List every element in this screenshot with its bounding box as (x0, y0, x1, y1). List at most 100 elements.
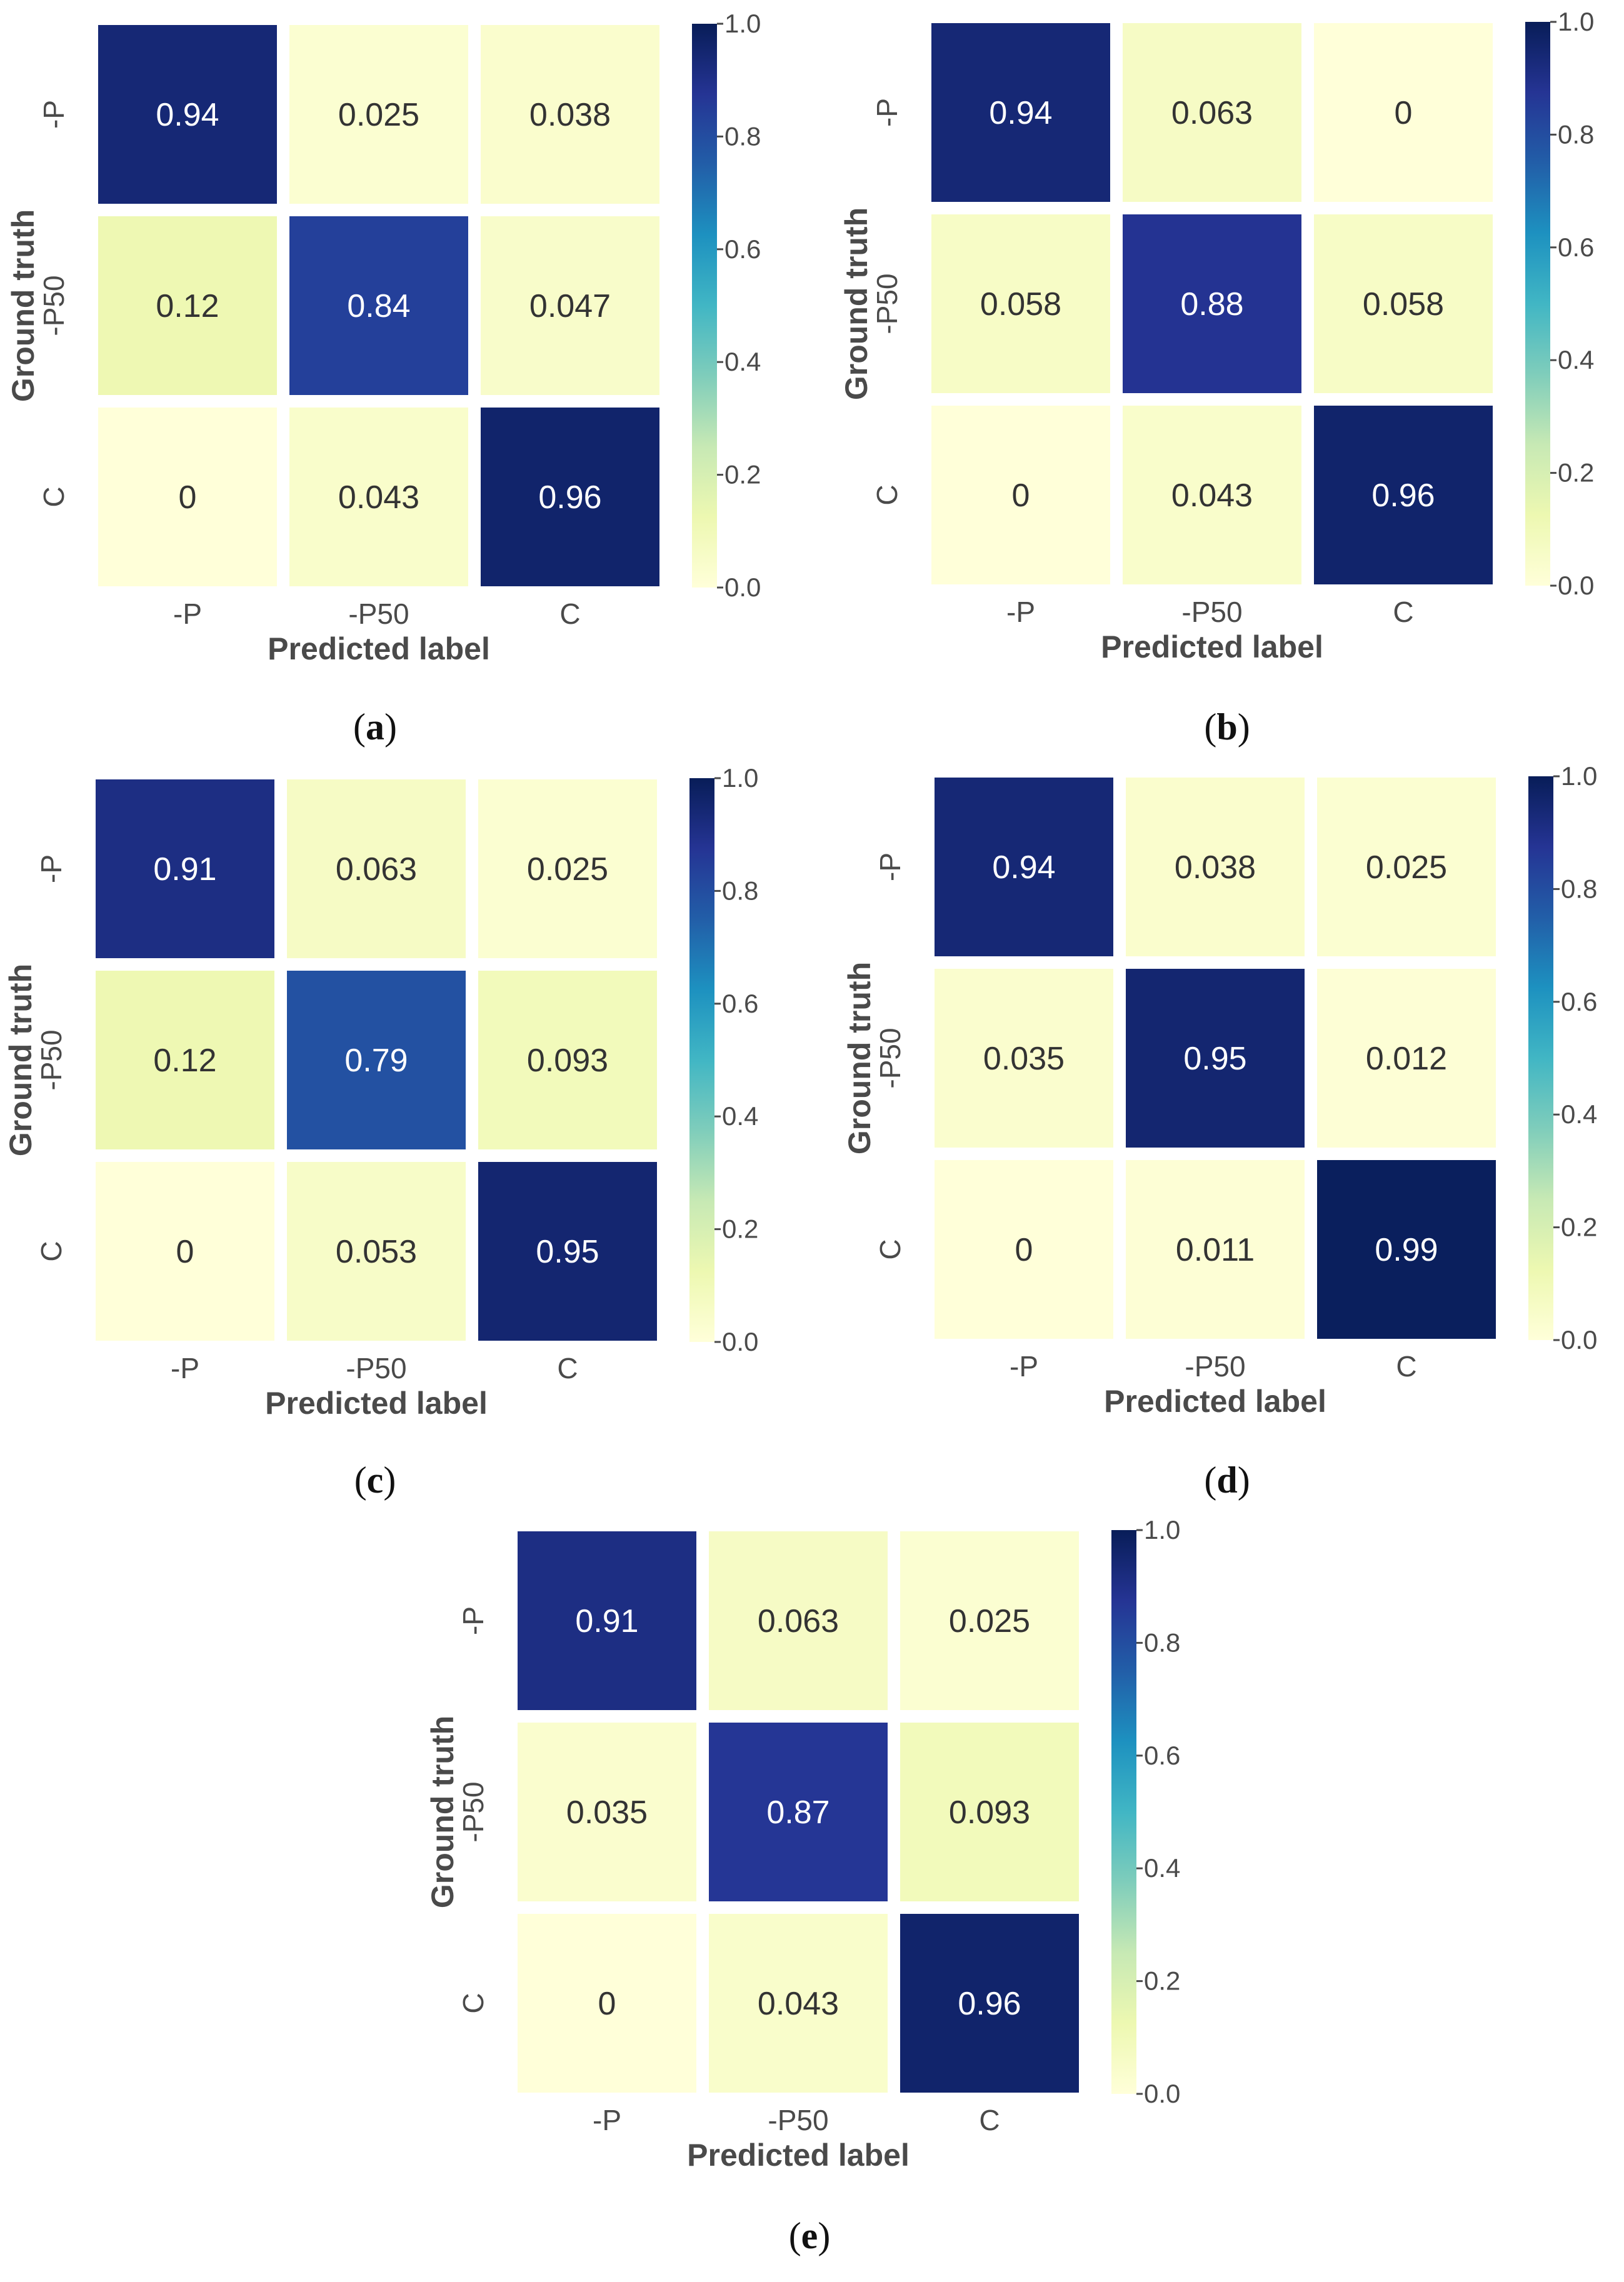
cell-value-label: 0 (598, 1986, 616, 2022)
cell-value-label: 0.96 (538, 479, 601, 516)
y-axis-title: Ground truth (6, 209, 41, 402)
cell-value-label: 0.94 (992, 849, 1055, 886)
y-tick-label: C (38, 486, 70, 507)
colorbar-tick-label: 0.6 (1558, 233, 1594, 262)
x-tick-label: C (979, 2104, 1000, 2136)
cell-value-label: 0.84 (347, 288, 410, 324)
heatmap-cell (1126, 778, 1305, 956)
colorbar-tick-label: 0.6 (1561, 987, 1597, 1016)
x-tick-label: -P (173, 598, 202, 630)
x-axis-title: Predicted label (1104, 1384, 1326, 1419)
colorbar-tick-label: 0.6 (724, 234, 761, 264)
y-axis-title: Ground truth (842, 962, 877, 1154)
y-tick-label: -P (35, 854, 68, 883)
colorbar-tick-label: 0.2 (1144, 1966, 1180, 1996)
cell-value-label: 0 (1015, 1232, 1033, 1268)
cell-value-label: 0.053 (336, 1234, 417, 1270)
heatmap-cell (935, 969, 1113, 1148)
panel-caption: (a) (353, 706, 397, 748)
cell-value-label: 0.025 (949, 1603, 1030, 1639)
y-tick-label: -P (38, 100, 70, 129)
y-tick-label: -P50 (871, 273, 903, 334)
panel-caption: (c) (354, 1459, 396, 1501)
x-tick-label: -P (171, 1352, 199, 1384)
colorbar-tick-label: 0.0 (1558, 571, 1594, 600)
cell-value-label: 0 (1395, 95, 1413, 131)
heatmap-cell (900, 1723, 1079, 1901)
cell-value-label: 0 (1012, 478, 1030, 514)
panel-caption: (b) (1204, 706, 1250, 748)
heatmap-cell (98, 408, 277, 586)
heatmap-cell (481, 25, 659, 204)
heatmap-cell (478, 1162, 657, 1341)
colorbar-tick-label: 0.4 (724, 347, 761, 376)
heatmap-cell (1123, 406, 1301, 584)
cell-value-label: 0.093 (949, 1794, 1030, 1831)
colorbar (692, 24, 717, 588)
confusion-matrix-panel-e: 0.91 0.063 0.025 0.035 0.87 0.093 0 0.043 0.96 -P… (425, 1515, 1180, 2256)
colorbar-tick-label: 1.0 (1144, 1515, 1180, 1544)
x-tick-label: -P (593, 2104, 621, 2136)
heatmap-cell (709, 1531, 888, 1710)
cell-value-label: 0.025 (527, 851, 608, 888)
colorbar-tick-label: 1.0 (1561, 761, 1597, 791)
cell-value-label: 0.043 (758, 1986, 839, 2022)
heatmap-cell (900, 1531, 1079, 1710)
cell-value-label: 0.91 (575, 1603, 638, 1639)
cell-value-label: 0.79 (344, 1043, 408, 1079)
x-axis-title: Predicted label (687, 2138, 910, 2173)
y-tick-label: -P50 (35, 1029, 68, 1090)
colorbar-tick-label: 0.8 (724, 121, 761, 151)
heatmap-cell (931, 214, 1110, 393)
cell-value-label: 0.96 (958, 1986, 1021, 2022)
x-tick-label: C (557, 1352, 578, 1384)
heatmap-cell (1123, 23, 1301, 202)
cell-value-label: 0.038 (1175, 849, 1256, 886)
colorbar-tick-label: 0.2 (1558, 458, 1594, 488)
cell-value-label: 0.063 (336, 851, 417, 888)
x-tick-label: -P (1010, 1350, 1038, 1383)
colorbar-tick-label: 0.6 (722, 989, 758, 1018)
cell-value-label: 0.047 (529, 288, 611, 324)
heatmap-cell (98, 25, 277, 204)
y-tick-label: C (457, 1993, 489, 2013)
cell-value-label: 0 (179, 479, 197, 516)
colorbar-tick-label: 0.4 (1144, 1853, 1180, 1883)
caption-letter: d (1216, 1459, 1237, 1501)
cell-value-label: 0.99 (1375, 1232, 1438, 1268)
panel-caption: (e) (789, 2215, 831, 2256)
confusion-matrix-panel-a: 0.94 0.025 0.038 0.12 0.84 0.047 0 0.043 0.96 -P -… (6, 9, 761, 748)
cell-value-label: 0.038 (529, 97, 611, 133)
y-tick-label: -P (871, 98, 903, 127)
x-tick-label: C (1396, 1350, 1416, 1383)
y-tick-label: -P50 (457, 1781, 489, 1842)
y-axis-title: Ground truth (425, 1716, 460, 1908)
colorbar (1111, 1530, 1136, 2094)
heatmap-cell (935, 778, 1113, 956)
x-tick-label: C (1393, 596, 1413, 628)
caption-close-paren: ) (383, 1459, 396, 1501)
heatmap-cell (1126, 969, 1305, 1148)
heatmap-cell (1314, 23, 1493, 202)
caption-open-paren: ( (353, 706, 366, 748)
cell-value-label: 0.87 (766, 1794, 830, 1831)
cell-value-label: 0.012 (1366, 1041, 1447, 1077)
cell-value-label: 0.043 (338, 479, 419, 516)
x-axis-title: Predicted label (268, 631, 490, 666)
y-axis-title: Ground truth (3, 964, 38, 1156)
heatmap-cell (1317, 778, 1496, 956)
y-tick-label: C (871, 484, 903, 505)
caption-letter: b (1216, 706, 1237, 748)
cell-value-label: 0.035 (983, 1041, 1065, 1077)
cell-value-label: 0.058 (1363, 286, 1444, 323)
colorbar-tick-label: 1.0 (1558, 7, 1594, 36)
heatmap-cell (1317, 1160, 1496, 1339)
y-tick-label: -P (874, 853, 906, 881)
cell-value-label: 0.12 (153, 1043, 216, 1079)
colorbar-tick-label: 1.0 (724, 9, 761, 38)
heatmap-cell (1314, 406, 1493, 584)
cell-value-label: 0.063 (1171, 95, 1253, 131)
colorbar-tick-label: 1.0 (722, 763, 758, 793)
confusion-matrix-panel-c: 0.91 0.063 0.025 0.12 0.79 0.093 0 0.053 0.95 -P -… (3, 763, 758, 1501)
colorbar-tick-label: 0.4 (1561, 1099, 1597, 1129)
